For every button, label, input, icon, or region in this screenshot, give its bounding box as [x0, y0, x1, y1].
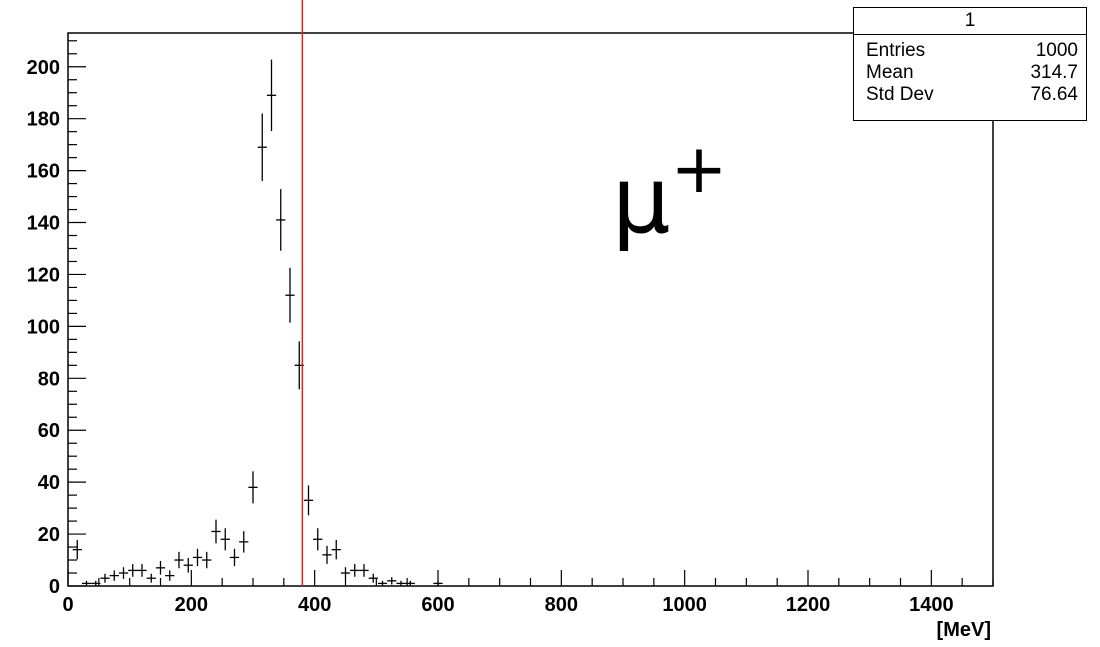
particle-annotation: μ+: [612, 130, 728, 254]
data-point: [202, 551, 212, 569]
data-point: [248, 471, 258, 504]
data-point: [368, 573, 378, 583]
data-point: [359, 564, 369, 577]
data-point: [72, 539, 82, 560]
data-point: [433, 580, 443, 586]
data-point: [155, 560, 166, 575]
y-tick-label: 20: [38, 524, 60, 546]
data-point: [165, 570, 175, 581]
data-point: [192, 548, 203, 567]
y-tick-label: 180: [27, 109, 60, 131]
data-point: [257, 113, 267, 181]
data-point: [229, 548, 240, 567]
y-tick-label: 60: [38, 420, 60, 442]
x-tick-label: 1400: [909, 594, 954, 616]
x-tick-label: 1000: [662, 594, 707, 616]
data-point: [285, 267, 295, 323]
data-point: [118, 567, 129, 579]
x-tick-label: 800: [545, 594, 578, 616]
data-point: [405, 580, 415, 586]
data-point: [266, 59, 277, 132]
y-tick-label: 140: [27, 213, 60, 235]
data-point: [211, 519, 221, 544]
data-point: [322, 545, 332, 564]
y-tick-label: 40: [38, 472, 60, 494]
x-axis-unit-label: [MeV]: [937, 619, 991, 641]
data-point: [146, 573, 156, 583]
stats-row-mean: Mean 314.7: [854, 61, 1086, 83]
stats-value: 76.64: [1030, 84, 1078, 105]
stats-value: 314.7: [1030, 62, 1078, 83]
data-point: [109, 570, 119, 581]
y-tick-label: 200: [27, 57, 60, 79]
data-point: [81, 580, 92, 586]
stats-label: Entries: [866, 40, 926, 61]
stats-row-std-dev: Std Dev 76.64: [854, 83, 1086, 105]
y-axis-tick-labels: 0 20 40 60 80 100 120 140 160 180 200: [27, 57, 60, 598]
x-tick-label: 400: [298, 594, 331, 616]
data-point: [350, 564, 360, 577]
stats-box: 1 Entries 1000 Mean 314.7 Std Dev 76.64: [853, 7, 1087, 121]
data-point: [377, 580, 388, 586]
data-point: [276, 189, 286, 251]
y-tick-label: 100: [27, 316, 60, 338]
data-point: [239, 531, 249, 553]
x-axis-ticks: [67, 570, 994, 586]
data-point: [396, 580, 406, 586]
y-tick-label: 0: [49, 576, 60, 598]
x-tick-label: 200: [175, 594, 208, 616]
y-tick-label: 160: [27, 161, 60, 183]
data-point: [128, 564, 138, 577]
data-point: [340, 567, 351, 579]
stats-row-entries: Entries 1000: [854, 39, 1086, 61]
stats-label: Std Dev: [866, 84, 934, 105]
particle-charge: +: [671, 130, 728, 209]
data-point: [183, 557, 193, 573]
data-point: [174, 551, 184, 569]
data-point: [137, 564, 147, 577]
data-point: [91, 580, 101, 586]
particle-symbol: μ: [612, 147, 671, 254]
y-tick-label: 120: [27, 264, 60, 286]
x-tick-label: 1200: [786, 594, 831, 616]
data-point: [387, 577, 397, 585]
stats-value: 1000: [1035, 40, 1078, 61]
y-axis-ticks: [68, 40, 86, 587]
data-point: [313, 528, 323, 551]
x-tick-label: 0: [62, 594, 73, 616]
x-tick-label: 600: [421, 594, 454, 616]
data-point: [303, 485, 314, 516]
y-tick-label: 80: [38, 368, 60, 390]
stats-box-title: 1: [854, 8, 1086, 35]
data-points: [72, 59, 443, 586]
data-point: [220, 528, 230, 551]
data-point: [100, 573, 110, 583]
data-point: [331, 539, 341, 560]
x-axis-tick-labels: 0 200 400 600 800 1000 1200 1400: [62, 594, 953, 616]
stats-label: Mean: [866, 62, 914, 83]
